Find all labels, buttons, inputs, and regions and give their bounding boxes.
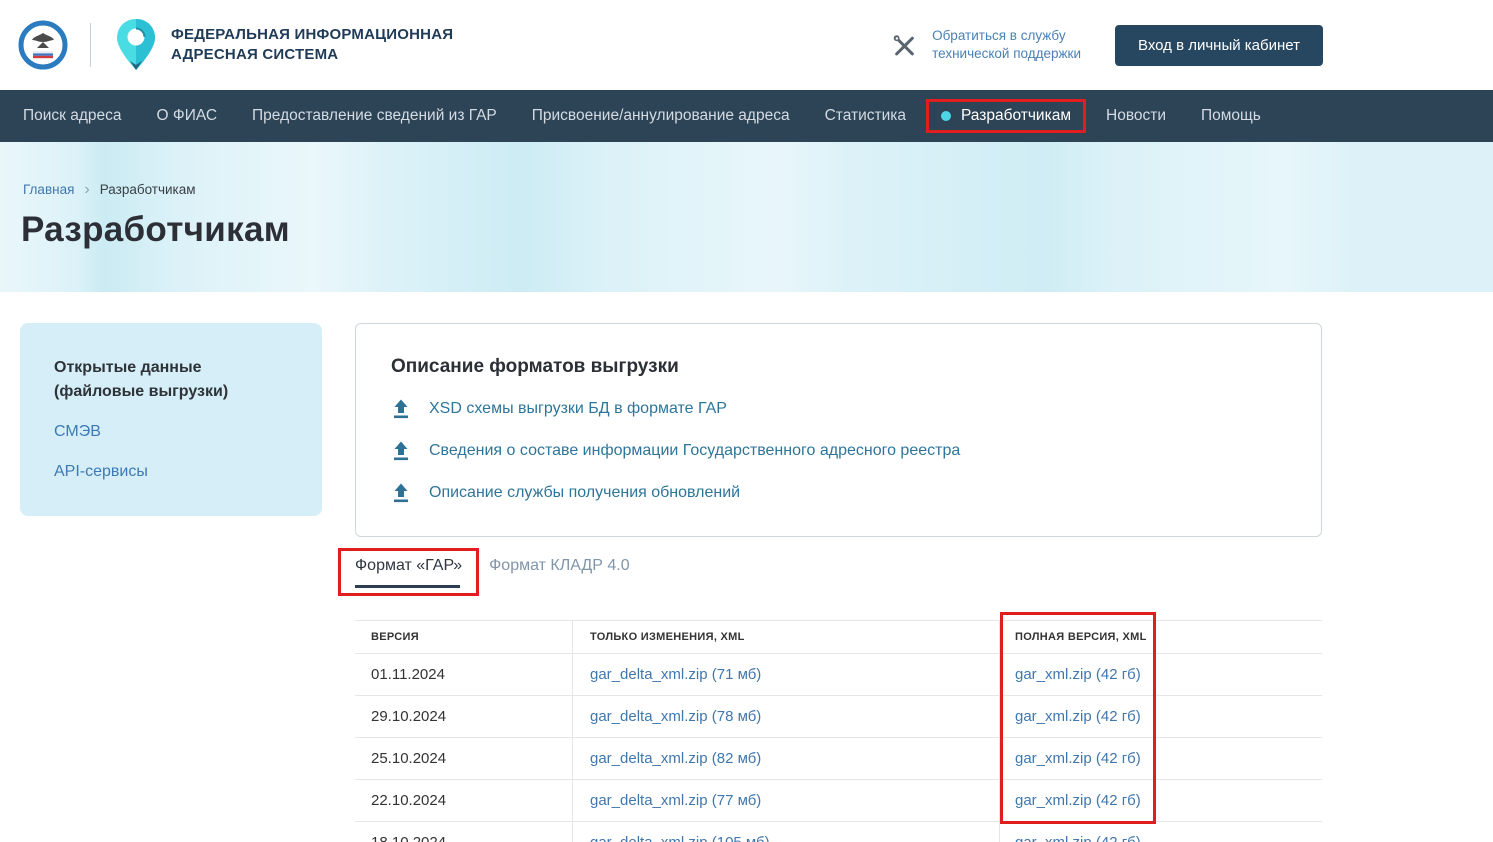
full-download-link[interactable]: gar_xml.zip (42 гб) [1015, 792, 1141, 809]
nav-item-address-search[interactable]: Поиск адреса [23, 107, 122, 124]
page-title: Разработчикам [21, 210, 290, 249]
tab-format-kladr[interactable]: Формат КЛАДР 4.0 [489, 557, 630, 574]
sidebar-item-smev[interactable]: СМЭВ [54, 423, 101, 440]
delta-download-link[interactable]: gar_delta_xml.zip (82 мб) [590, 750, 762, 767]
sidebar: Открытые данные (файловые выгрузки) СМЭВ… [20, 323, 322, 516]
hero-banner: Главная › Разработчикам Разработчикам [0, 142, 1493, 292]
brand-title-line2: АДРЕСНАЯ СИСТЕМА [171, 46, 339, 63]
nav-item-address-assignment[interactable]: Присвоение/аннулирование адреса [531, 107, 790, 124]
breadcrumb-current: Разработчикам [99, 182, 196, 197]
nav-item-about-fias[interactable]: О ФИАС [156, 107, 218, 124]
sidebar-item-open-data[interactable]: Открытые данные (файловые выгрузки) [54, 359, 229, 400]
column-header-full: ПОЛНАЯ ВЕРСИЯ, XML [1015, 631, 1147, 643]
version-date: 22.10.2024 [355, 780, 573, 821]
breadcrumb-home-link[interactable]: Главная [23, 182, 75, 197]
header-right: Обратиться в службу технической поддержк… [891, 24, 1323, 66]
ring-icon [940, 111, 951, 121]
nav-item-statistics[interactable]: Статистика [824, 107, 906, 124]
column-header-version: ВЕРСИЯ [355, 621, 573, 653]
upload-icon [394, 441, 408, 461]
brand-home-link[interactable]: ФЕДЕРАЛЬНАЯ ИНФОРМАЦИОННАЯ АДРЕСНАЯ СИСТ… [18, 17, 453, 73]
link-update-service-label: Описание службы получения обновлений [429, 484, 741, 501]
login-button[interactable]: Вход в личный кабинет [1115, 24, 1323, 66]
version-date: 01.11.2024 [355, 654, 573, 695]
delta-download-link[interactable]: gar_delta_xml.zip (77 мб) [590, 792, 762, 809]
full-download-link[interactable]: gar_xml.zip (42 гб) [1015, 708, 1141, 725]
header-divider [90, 23, 91, 67]
delta-download-link[interactable]: gar_delta_xml.zip (105 мб) [590, 834, 770, 842]
tab-format-gar[interactable]: Формат «ГАР» [338, 548, 480, 596]
link-xsd-schemas-label: XSD схемы выгрузки БД в формате ГАР [429, 400, 727, 417]
full-download-link[interactable]: gar_xml.zip (42 гб) [1015, 666, 1141, 683]
fns-emblem-icon [18, 20, 68, 70]
delta-download-link[interactable]: gar_delta_xml.zip (78 мб) [590, 708, 762, 725]
upload-icon [394, 399, 408, 419]
upload-icon [394, 483, 408, 503]
table-header-row: ВЕРСИЯ ТОЛЬКО ИЗМЕНЕНИЯ, XML ПОЛНАЯ ВЕРС… [355, 620, 1322, 654]
table-row: 29.10.2024 gar_delta_xml.zip (78 мб) gar… [355, 696, 1322, 738]
formats-card-title: Описание форматов выгрузки [391, 356, 679, 377]
table-row: 01.11.2024 gar_delta_xml.zip (71 мб) gar… [355, 654, 1322, 696]
chevron-right-icon: › [84, 180, 90, 198]
nav-item-news[interactable]: Новости [1106, 107, 1167, 124]
full-download-link[interactable]: gar_xml.zip (42 гб) [1015, 750, 1141, 767]
format-tabs: Формат «ГАР» Формат КЛАДР 4.0 [338, 548, 630, 596]
table-row: 22.10.2024 gar_delta_xml.zip (77 мб) gar… [355, 780, 1322, 822]
column-header-delta: ТОЛЬКО ИЗМЕНЕНИЯ, XML [573, 621, 1000, 653]
sidebar-item-api-services[interactable]: API-сервисы [54, 463, 148, 480]
nav-item-help[interactable]: Помощь [1201, 107, 1261, 124]
link-gar-info-label: Сведения о составе информации Государств… [429, 442, 961, 459]
nav-item-gar-data[interactable]: Предоставление сведений из ГАР [252, 107, 497, 124]
tools-icon [893, 34, 914, 55]
tab-format-gar-label: Формат «ГАР» [355, 557, 463, 574]
brand-title: ФЕДЕРАЛЬНАЯ ИНФОРМАЦИОННАЯ АДРЕСНАЯ СИСТ… [171, 25, 453, 65]
link-gar-info[interactable]: Сведения о составе информации Государств… [391, 440, 1321, 462]
location-pin-icon [117, 19, 155, 70]
breadcrumb: Главная › Разработчикам [23, 180, 196, 198]
main-nav: Поиск адреса О ФИАС Предоставление сведе… [0, 90, 1493, 142]
brand-title-line1: ФЕДЕРАЛЬНАЯ ИНФОРМАЦИОННАЯ [171, 26, 454, 43]
version-date: 25.10.2024 [355, 738, 573, 779]
link-xsd-schemas[interactable]: XSD схемы выгрузки БД в формате ГАР [391, 398, 1321, 420]
formats-card: Описание форматов выгрузки XSD схемы выг… [355, 323, 1322, 537]
table-row: 18.10.2024 gar_delta_xml.zip (105 мб) ga… [355, 822, 1322, 842]
downloads-table: ВЕРСИЯ ТОЛЬКО ИЗМЕНЕНИЯ, XML ПОЛНАЯ ВЕРС… [355, 620, 1322, 842]
support-link-text: Обратиться в службу технической поддержк… [932, 28, 1081, 61]
link-update-service[interactable]: Описание службы получения обновлений [391, 482, 1321, 504]
full-download-link[interactable]: gar_xml.zip (42 гб) [1015, 834, 1141, 842]
version-date: 18.10.2024 [355, 822, 573, 842]
delta-download-link[interactable]: gar_delta_xml.zip (71 мб) [590, 666, 762, 683]
support-link[interactable]: Обратиться в службу технической поддержк… [891, 27, 1081, 63]
table-row: 25.10.2024 gar_delta_xml.zip (82 мб) gar… [355, 738, 1322, 780]
version-date: 29.10.2024 [355, 696, 573, 737]
active-tab-underline [355, 585, 460, 588]
header: ФЕДЕРАЛЬНАЯ ИНФОРМАЦИОННАЯ АДРЕСНАЯ СИСТ… [0, 0, 1493, 90]
nav-item-developers-label: Разработчикам [960, 107, 1071, 124]
nav-item-developers[interactable]: Разработчикам [925, 99, 1086, 133]
